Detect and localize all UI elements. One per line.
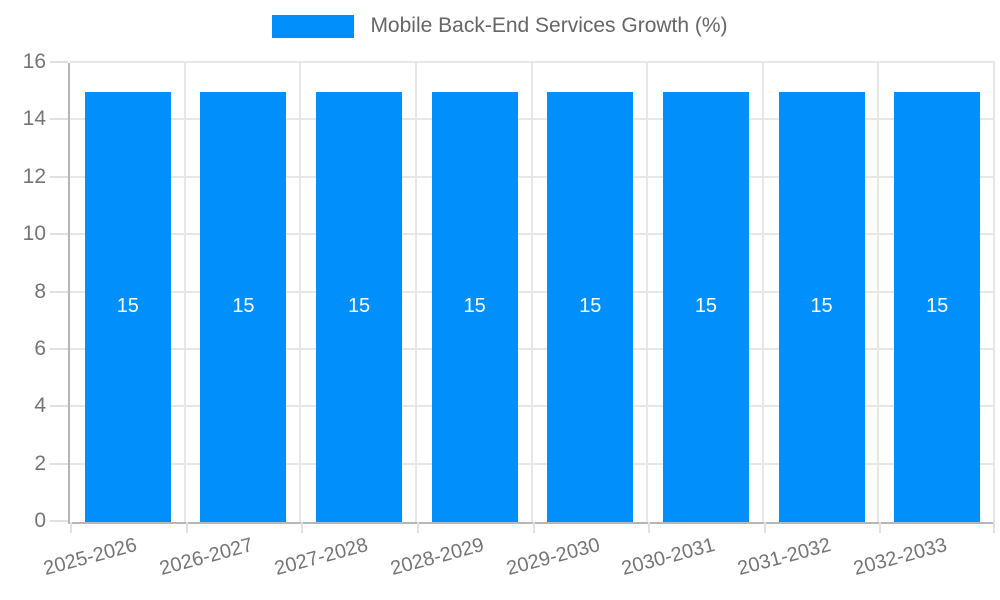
y-tick-label: 14 <box>22 107 46 131</box>
bar[interactable]: 15 <box>84 91 171 522</box>
x-tick-mark <box>416 522 419 533</box>
x-tick-mark <box>301 522 304 533</box>
x-tick-mark <box>879 522 882 533</box>
y-tick-mark <box>50 175 68 178</box>
y-gridline <box>70 118 995 121</box>
y-gridline <box>70 61 995 63</box>
x-tick-label: 2029-2030 <box>503 534 603 581</box>
x-gridline <box>993 63 995 522</box>
y-tick-mark <box>50 61 68 63</box>
legend-swatch <box>272 14 355 38</box>
y-tick-mark <box>50 347 68 350</box>
x-tick-label: 2031-2032 <box>735 534 834 581</box>
y-tick-label: 2 <box>34 451 46 475</box>
x-tick-mark <box>70 522 72 533</box>
bar[interactable]: 15 <box>200 91 287 522</box>
bar[interactable]: 15 <box>431 91 518 522</box>
legend[interactable]: Mobile Back-End Services Growth (%) <box>0 14 1000 38</box>
y-tick-label: 6 <box>34 336 46 360</box>
x-tick-label: 2026-2027 <box>157 534 256 581</box>
y-gridline <box>70 462 995 465</box>
y-tick-label: 8 <box>34 279 46 303</box>
y-gridline <box>70 175 995 178</box>
y-tick-label: 0 <box>34 509 46 532</box>
bar[interactable]: 15 <box>316 91 403 522</box>
x-gridline <box>530 63 533 522</box>
y-gridline <box>70 290 995 293</box>
bar-value-label: 15 <box>347 294 371 317</box>
bar-value-label: 15 <box>116 294 139 317</box>
x-gridline <box>183 63 186 522</box>
x-gridline <box>761 63 764 522</box>
y-tick-mark <box>50 405 68 408</box>
x-gridline <box>877 63 880 522</box>
x-tick-label: 2032-2033 <box>850 534 949 581</box>
bar-value-label: 15 <box>926 294 949 317</box>
x-tick-label: 2025-2026 <box>41 534 140 581</box>
x-tick-label: 2030-2031 <box>619 534 718 581</box>
y-tick-label: 12 <box>22 164 46 188</box>
y-tick-mark <box>50 462 68 465</box>
bar-value-label: 15 <box>579 294 602 317</box>
bar-value-label: 15 <box>810 294 833 317</box>
bar[interactable]: 15 <box>662 91 749 522</box>
x-tick-mark <box>763 522 766 533</box>
bar[interactable]: 15 <box>778 91 865 522</box>
x-gridline <box>299 63 302 522</box>
y-tick-label: 10 <box>22 222 46 246</box>
y-tick-label: 4 <box>34 394 46 418</box>
y-gridline <box>70 405 995 408</box>
bar-value-label: 15 <box>463 294 486 317</box>
plot-area: 15 15 15 15 15 15 15 15 <box>50 61 995 533</box>
x-tick-label: 2027-2028 <box>272 534 371 581</box>
y-tick-mark <box>50 520 68 522</box>
bar-value-label: 15 <box>232 294 255 317</box>
x-tick-mark <box>648 522 651 533</box>
x-tick-mark <box>185 522 188 533</box>
x-tick-mark <box>532 522 535 533</box>
x-gridline <box>414 63 417 522</box>
bar-value-label: 15 <box>694 294 718 317</box>
y-tick-mark <box>50 290 68 293</box>
bar[interactable]: 15 <box>894 91 981 522</box>
y-tick-mark <box>50 233 68 236</box>
y-gridline <box>70 233 995 236</box>
y-gridline <box>70 347 995 350</box>
y-tick-label: 16 <box>22 50 46 73</box>
x-tick-mark <box>993 522 995 533</box>
y-tick-mark <box>50 118 68 121</box>
bar[interactable]: 15 <box>547 91 634 522</box>
x-gridline <box>646 63 649 522</box>
x-tick-label: 2028-2029 <box>388 534 487 581</box>
legend-label: Mobile Back-End Services Growth (%) <box>370 14 728 37</box>
